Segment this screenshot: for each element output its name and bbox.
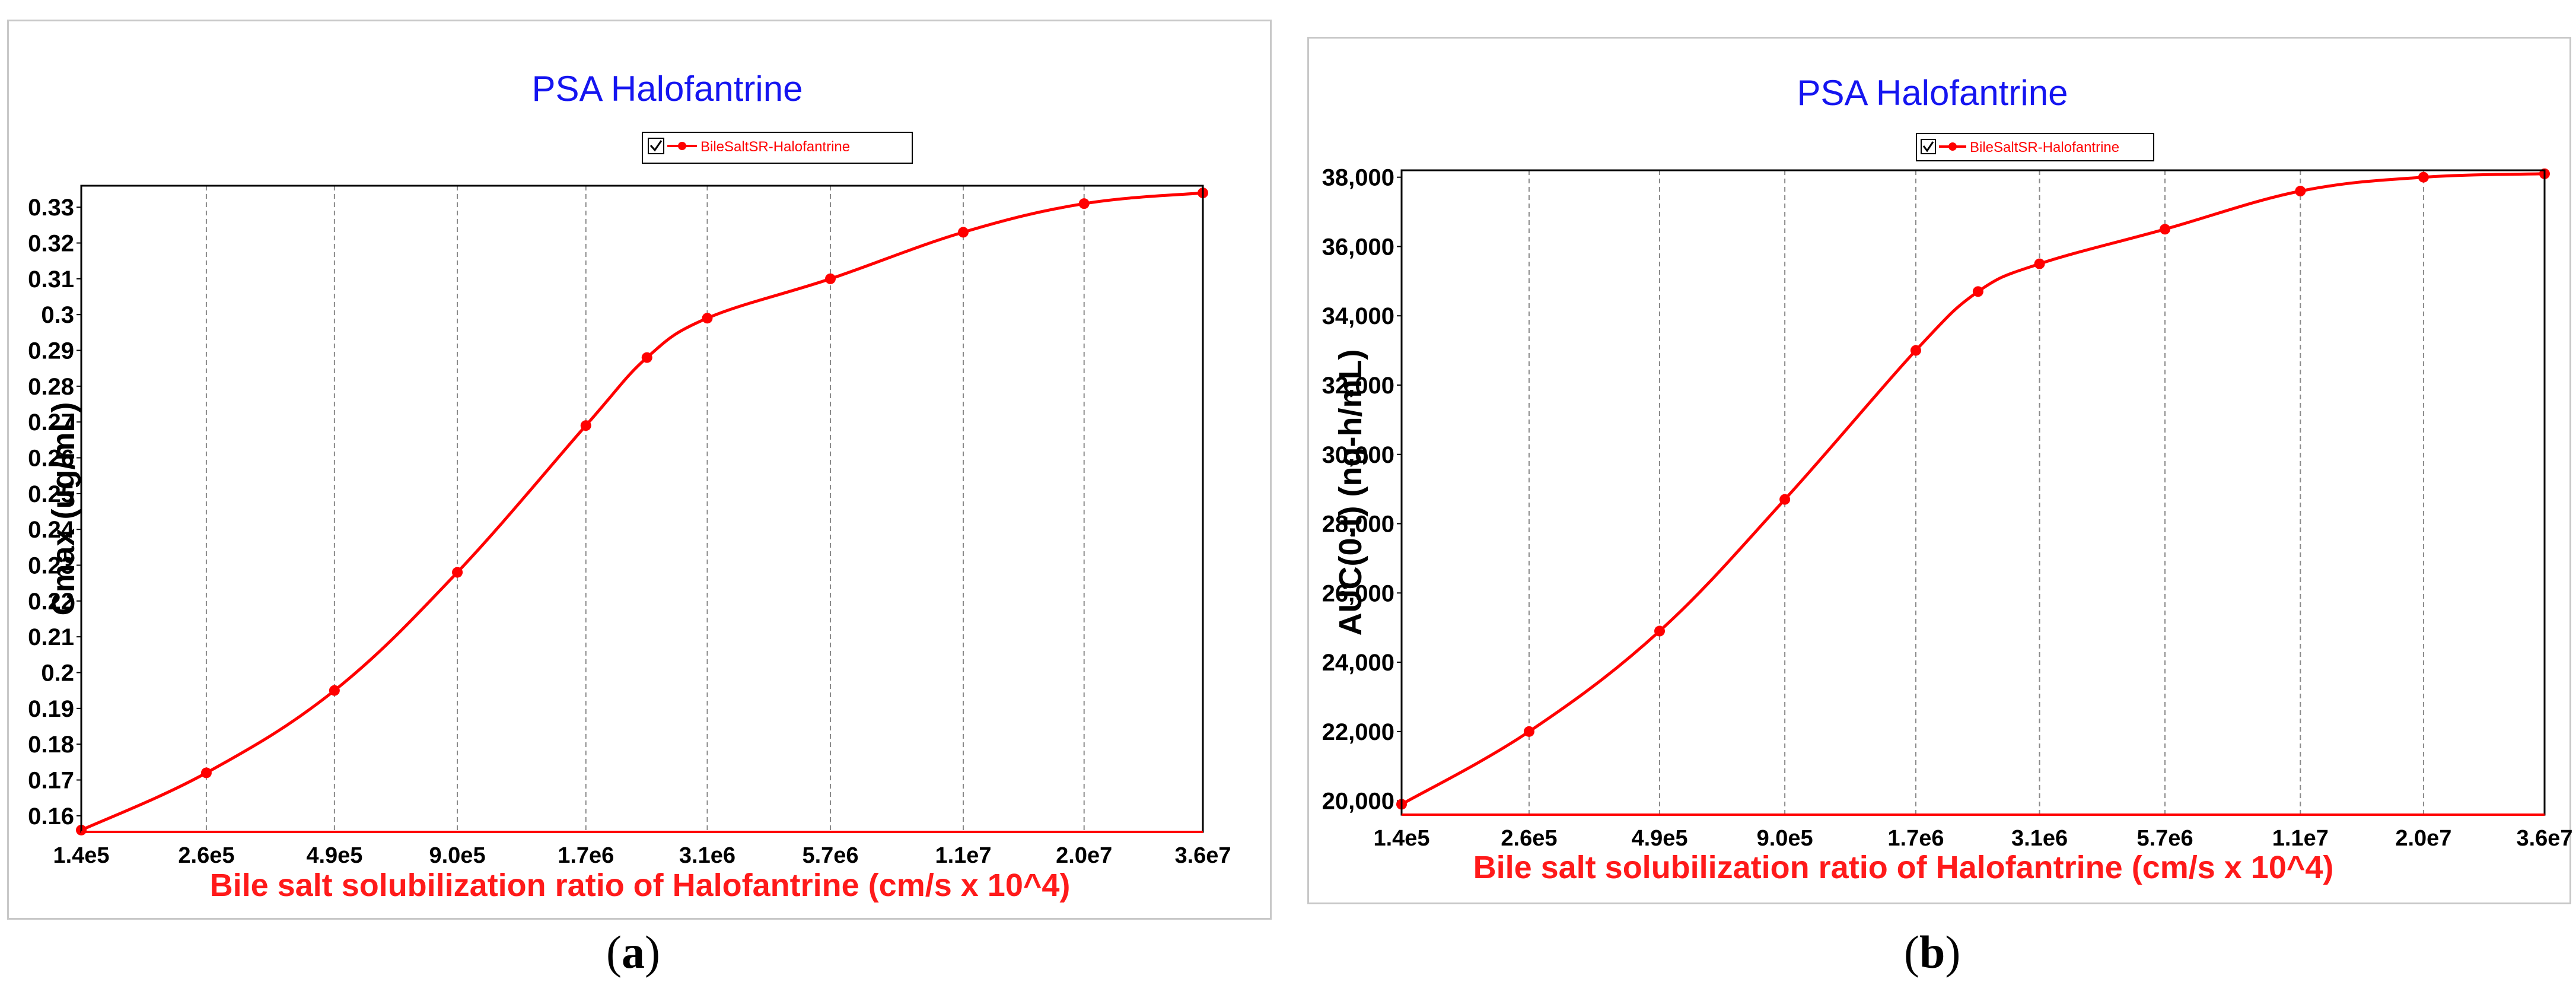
gridlines [1528,170,2424,815]
data-point [2034,258,2045,269]
data-point [641,352,652,363]
series-group [76,188,1208,835]
x-tick-label: 3.6e7 [2516,826,2572,851]
series-line [80,191,1203,832]
y-tick-label: 0.2 [41,660,74,687]
data-point [2160,224,2171,235]
y-axis-label: Cmax (ug/mL) [46,402,81,615]
x-tick-label: 3.1e6 [2011,826,2068,851]
checkmark-icon [1922,141,1934,152]
x-tick-label: 2.6e5 [178,843,234,868]
data-point [329,685,340,696]
y-tick-label: 0.25 [28,481,74,507]
data-point [958,227,969,238]
chart-panel-b: PSA Halofantrine BileSaltSR-Halofantrine… [1307,37,2573,904]
chart-panel-a: PSA Halofantrine BileSaltSR-Halofantrine… [7,20,1272,920]
series-line [1400,172,2545,806]
y-tick-label: 20,000 [1322,789,1394,815]
y-tick-label: 34,000 [1322,303,1394,329]
y-tick-label: 26,000 [1322,580,1394,606]
x-tick-label: 1.7e6 [558,843,614,868]
x-tick-label: 5.7e6 [2136,826,2193,851]
panel-caption-a: (a) [606,926,660,978]
y-tick-label: 38,000 [1322,165,1394,191]
chart-title: PSA Halofantrine [1797,73,2068,113]
series-group [1396,168,2550,810]
legend: BileSaltSR-Halofantrine [642,132,913,164]
y-axis-label: AUC(0-t) (ng-h/mL) [1333,349,1368,636]
x-tick-label: 1.4e5 [53,843,109,868]
y-tick-label: 0.24 [28,517,75,543]
y-tick-label: 22,000 [1322,719,1394,745]
chart-b-svg: PSA Halofantrine BileSaltSR-Halofantrine… [1322,73,2573,885]
chart-a-svg: PSA Halofantrine BileSaltSR-Halofantrine… [28,69,1231,903]
y-tick-label: 28,000 [1322,511,1394,538]
y-tick-label: 0.22 [28,589,74,615]
y-tick-label: 0.16 [28,803,74,830]
y-tick-label: 0.19 [28,696,74,722]
y-tick-label: 36,000 [1322,234,1394,260]
legend-marker [1948,142,1957,151]
x-tick-label: 3.6e7 [1174,843,1231,868]
y-tick-label: 0.27 [28,409,74,436]
y-tick-label: 0.18 [28,732,74,758]
gridlines [205,186,1085,832]
plot-area [1400,169,2546,816]
data-point [1910,345,1921,356]
legend-marker [678,142,686,150]
x-tick-label: 1.7e6 [1887,826,1944,851]
data-point [1654,625,1665,637]
data-point [2418,171,2429,183]
y-tick-label: 32,000 [1322,373,1394,399]
x-axis-ticks: 1.4e5 2.6e5 4.9e5 9.0e5 1.7e6 3.1e6 5.7e6 1.1e7… [1373,826,2572,851]
data-point [200,767,212,778]
x-axis-ticks: 1.4e5 2.6e5 4.9e5 9.0e5 1.7e6 3.1e6 5.7e6 1.1e7… [53,843,1231,868]
y-tick-label: 0.29 [28,338,74,364]
legend-label: BileSaltSR-Halofantrine [700,139,850,155]
x-tick-label: 3.1e6 [679,843,735,868]
x-tick-label: 5.7e6 [802,843,858,868]
x-tick-label: 2.0e7 [1056,843,1112,868]
y-axis-ticks: 0.16 0.17 0.18 0.19 0.2 0.21 0.22 0.23 0.24 0.25 0… [28,195,81,830]
y-tick-label: 0.33 [28,195,74,221]
data-point [1779,494,1791,505]
x-tick-label: 1.4e5 [1373,826,1429,851]
x-tick-label: 9.0e5 [1757,826,1813,851]
legend-box [642,132,913,164]
y-axis-ticks: 20,000 22,000 24,000 26,000 28,000 30,000 32,0… [1322,165,1402,815]
x-tick-label: 1.1e7 [935,843,991,868]
y-tick-label: 0.3 [41,302,74,328]
data-point [1078,198,1090,209]
y-tick-label: 24,000 [1322,650,1394,676]
data-point [580,420,591,431]
x-tick-label: 9.0e5 [429,843,485,868]
data-point [2295,186,2306,197]
data-point [452,567,463,578]
plot-area [80,185,1204,833]
x-axis-label: Bile salt solubilization ratio of Halofa… [1473,850,2334,885]
x-tick-label: 2.6e5 [1501,826,1557,851]
legend-label: BileSaltSR-Halofantrine [1970,139,2119,155]
x-tick-label: 2.0e7 [2395,826,2451,851]
x-tick-label: 4.9e5 [306,843,362,868]
x-tick-label: 1.1e7 [2272,826,2329,851]
y-tick-label: 0.28 [28,374,74,400]
x-tick-label: 4.9e5 [1631,826,1687,851]
y-tick-label: 30,000 [1322,442,1394,468]
data-point [1972,286,1983,297]
y-tick-label: 0.21 [28,624,74,650]
y-tick-label: 0.23 [28,553,74,579]
data-point [824,273,836,284]
checkmark-icon [649,140,663,152]
y-tick-label: 0.32 [28,231,74,257]
chart-title: PSA Halofantrine [532,69,803,109]
y-tick-label: 0.17 [28,768,74,794]
legend: BileSaltSR-Halofantrine [1916,133,2154,161]
x-axis-label: Bile salt solubilization ratio of Halofa… [210,867,1071,903]
data-point [702,313,713,324]
data-point [1523,726,1534,737]
panel-caption-b: (b) [1904,926,1961,978]
y-tick-label: 0.31 [28,266,74,293]
y-tick-label: 0.26 [28,446,74,472]
